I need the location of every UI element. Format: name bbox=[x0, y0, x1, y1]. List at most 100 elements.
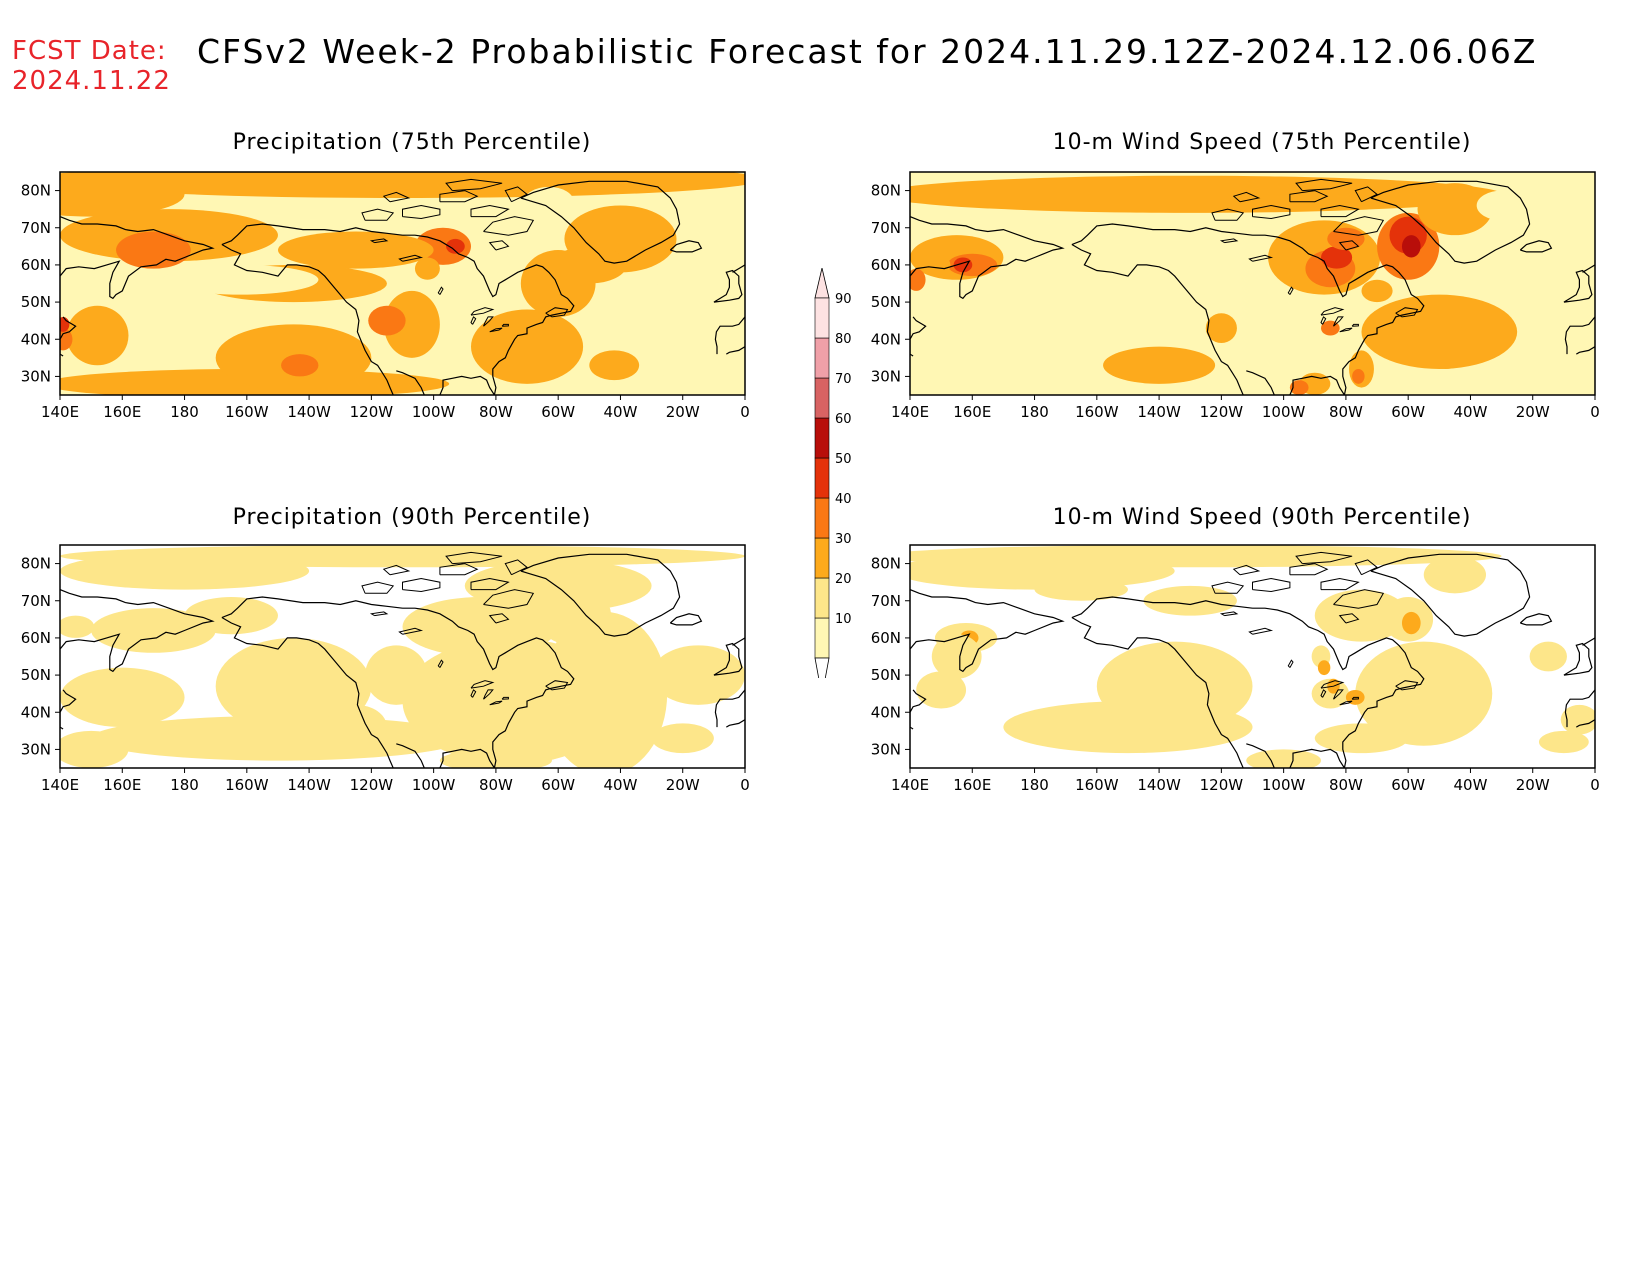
panel-title-wind-75: 10-m Wind Speed (75th Percentile) bbox=[1052, 130, 1472, 155]
coastline bbox=[1071, 223, 1253, 246]
lon-tick-label: 60W bbox=[1391, 403, 1425, 420]
colorbar-label: 50 bbox=[835, 452, 852, 467]
arctic-island bbox=[1395, 680, 1419, 691]
colorbar-label: 90 bbox=[835, 292, 852, 307]
probability-contour bbox=[542, 611, 668, 768]
coastline bbox=[1519, 240, 1553, 253]
probability-contour bbox=[368, 305, 406, 336]
arctic-island bbox=[439, 563, 479, 576]
probability-contour bbox=[1317, 660, 1331, 676]
probability-contour bbox=[281, 354, 319, 377]
lon-tick-label: 160E bbox=[953, 776, 991, 793]
coastline bbox=[714, 689, 745, 728]
lake bbox=[1320, 307, 1345, 316]
lat-tick-label: 80N bbox=[21, 555, 51, 573]
lat-tick-label: 70N bbox=[871, 219, 901, 237]
probability-contour bbox=[1314, 723, 1409, 754]
lon-tick-label: 80W bbox=[1329, 776, 1363, 793]
coastline bbox=[1370, 553, 1531, 637]
probability-contour bbox=[551, 246, 627, 284]
lat-tick-label: 40N bbox=[21, 330, 51, 348]
lake bbox=[1248, 627, 1274, 635]
map-panel-precip-75: 140E 160E 180 160W 140W 120W 100W 80W 60W 40W 20W 0… bbox=[21, 171, 750, 420]
probability-contour bbox=[1137, 264, 1213, 303]
arctic-island bbox=[1289, 563, 1329, 576]
coastline bbox=[725, 346, 745, 355]
probability-contour bbox=[324, 704, 387, 750]
probability-contour bbox=[1501, 264, 1564, 317]
arctic-island bbox=[1252, 204, 1291, 220]
lat-tick-label: 30N bbox=[871, 740, 901, 758]
lake bbox=[1219, 238, 1239, 244]
probability-contour bbox=[536, 585, 612, 646]
probability-contour bbox=[116, 231, 191, 269]
panel-title-wind-90: 10-m Wind Speed (90th Percentile) bbox=[1052, 505, 1472, 530]
arctic-island bbox=[1252, 577, 1291, 593]
probability-contour bbox=[1401, 611, 1421, 635]
lake bbox=[470, 689, 477, 698]
arctic-island bbox=[1338, 613, 1360, 624]
lat-tick-label: 70N bbox=[21, 219, 51, 237]
coastline bbox=[713, 269, 743, 303]
lon-tick-label: 160E bbox=[103, 403, 141, 420]
probability-contour bbox=[1414, 324, 1477, 369]
probability-contour bbox=[1560, 704, 1595, 735]
coastline bbox=[396, 743, 425, 768]
lon-tick-label: 120W bbox=[350, 776, 394, 793]
arctic-island bbox=[1295, 178, 1353, 192]
coastline bbox=[669, 240, 703, 253]
probability-contour bbox=[1327, 227, 1365, 251]
coastline bbox=[1246, 743, 1275, 768]
probability-contour bbox=[1476, 190, 1527, 221]
lake bbox=[1287, 286, 1294, 295]
probability-contour bbox=[60, 667, 185, 728]
probability-contour bbox=[1423, 556, 1487, 594]
coastline bbox=[1071, 616, 1244, 768]
colorbar-box bbox=[814, 377, 830, 419]
coastline bbox=[1246, 370, 1275, 395]
probability-contour bbox=[277, 231, 434, 269]
colorbar-box bbox=[814, 617, 830, 659]
lake bbox=[1320, 680, 1345, 689]
coastline bbox=[396, 370, 425, 395]
map-frame bbox=[59, 171, 746, 396]
lake bbox=[501, 696, 509, 700]
lon-tick-label: 140W bbox=[287, 776, 331, 793]
arctic-island bbox=[439, 190, 479, 203]
lat-tick-label: 60N bbox=[871, 256, 901, 274]
probability-contour bbox=[365, 645, 428, 705]
probability-contour bbox=[910, 268, 926, 291]
probability-contour bbox=[1529, 641, 1567, 672]
coastline bbox=[714, 316, 745, 355]
lon-tick-label: 140E bbox=[41, 776, 79, 793]
lon-tick-label: 160W bbox=[225, 776, 269, 793]
probability-contour bbox=[1143, 585, 1237, 616]
colorbar-label: 70 bbox=[835, 372, 852, 387]
probability-contour bbox=[1246, 749, 1321, 768]
arctic-island bbox=[1338, 240, 1360, 251]
probability-contour bbox=[1321, 246, 1353, 269]
colorbar-box bbox=[814, 417, 830, 459]
lat-tick-label: 40N bbox=[871, 330, 901, 348]
probability-contour bbox=[60, 172, 185, 217]
coastline bbox=[910, 316, 927, 357]
coastline bbox=[725, 719, 745, 728]
lat-tick-label: 60N bbox=[21, 256, 51, 274]
probability-contour bbox=[91, 608, 216, 653]
arctic-island bbox=[382, 564, 411, 576]
coastline bbox=[520, 553, 681, 637]
arctic-island bbox=[1395, 307, 1419, 318]
probability-contour bbox=[414, 257, 440, 280]
coastline bbox=[910, 589, 1065, 673]
colorbar-box bbox=[814, 537, 830, 579]
lat-tick-label: 70N bbox=[871, 592, 901, 610]
lon-tick-label: 0 bbox=[740, 403, 750, 420]
forecast-date-label: FCST Date: bbox=[12, 36, 167, 66]
lon-tick-label: 20W bbox=[1516, 403, 1550, 420]
probability-contour bbox=[1314, 589, 1409, 642]
probability-contour bbox=[916, 671, 967, 709]
probability-contour bbox=[1143, 357, 1206, 381]
lat-tick-label: 50N bbox=[871, 666, 901, 684]
coastline bbox=[1563, 269, 1593, 303]
colorbar-box bbox=[814, 337, 830, 379]
